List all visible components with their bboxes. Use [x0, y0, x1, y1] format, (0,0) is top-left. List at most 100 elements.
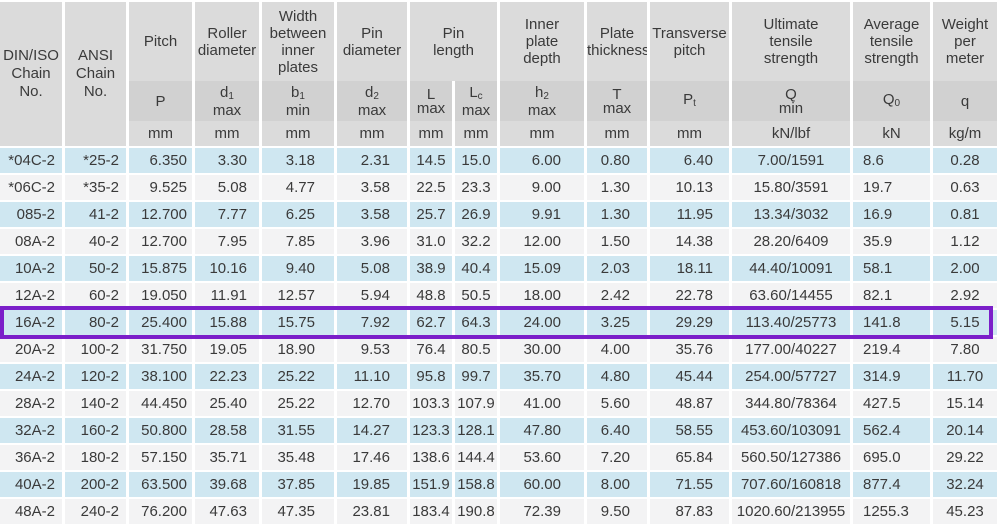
- cell-ultimate-tensile-strength: 7.00/1591: [732, 148, 853, 175]
- cell-transverse-pitch: 45.44: [650, 364, 732, 391]
- cell-average-tensile-strength: 314.9: [853, 364, 933, 391]
- cell-weight-per-meter: 0.28: [933, 148, 1000, 175]
- cell-plate-thickness: 8.00: [587, 472, 650, 499]
- cell-weight-per-meter: 2.92: [933, 283, 1000, 310]
- cell-weight-per-meter: 2.00: [933, 256, 1000, 283]
- symbol-qualifier: max: [410, 101, 452, 116]
- cell-ansi-chain-no: 180-2: [65, 445, 129, 472]
- chain-spec-page: DIN/ISO Chain No.ANSI Chain No.PitchRoll…: [0, 0, 1000, 526]
- cell-weight-per-meter: 5.15: [933, 310, 1000, 337]
- cell-roller-diameter: 11.91: [195, 283, 262, 310]
- cell-pitch: 19.050: [129, 283, 195, 310]
- cell-width-between-inner-plates: 3.18: [262, 148, 337, 175]
- cell-pin-diameter: 11.10: [337, 364, 410, 391]
- col-unit-transverse-pitch: mm: [650, 121, 732, 148]
- table-row: 12A-260-219.05011.9112.575.9448.850.518.…: [0, 283, 1000, 310]
- table-row: 08A-240-212.7007.957.853.9631.032.212.00…: [0, 229, 1000, 256]
- cell-din-iso-chain-no: 08A-2: [0, 229, 65, 256]
- symbol-qualifier: max: [195, 103, 259, 118]
- col-symbol-width-between-inner-plates: b1min: [262, 81, 337, 121]
- cell-inner-plate-depth: 53.60: [500, 445, 587, 472]
- col-group-ansi-chain-no: ANSI Chain No.: [65, 2, 129, 148]
- cell-ansi-chain-no: 41-2: [65, 202, 129, 229]
- cell-din-iso-chain-no: 28A-2: [0, 391, 65, 418]
- cell-weight-per-meter: 7.80: [933, 337, 1000, 364]
- cell-plate-thickness: 1.30: [587, 202, 650, 229]
- cell-inner-plate-depth: 15.09: [500, 256, 587, 283]
- cell-roller-diameter: 28.58: [195, 418, 262, 445]
- cell-pin-length-lc: 40.4: [455, 256, 500, 283]
- cell-ultimate-tensile-strength: 13.34/3032: [732, 202, 853, 229]
- cell-transverse-pitch: 10.13: [650, 175, 732, 202]
- col-symbol-pin-length-lc: Lcmax: [455, 81, 500, 121]
- cell-transverse-pitch: 71.55: [650, 472, 732, 499]
- cell-pin-length-l: 151.9: [410, 472, 455, 499]
- cell-width-between-inner-plates: 9.40: [262, 256, 337, 283]
- cell-pin-length-l: 22.5: [410, 175, 455, 202]
- cell-plate-thickness: 2.42: [587, 283, 650, 310]
- cell-ansi-chain-no: *35-2: [65, 175, 129, 202]
- cell-din-iso-chain-no: 10A-2: [0, 256, 65, 283]
- table-row: 28A-2140-244.45025.4025.2212.70103.3107.…: [0, 391, 1000, 418]
- cell-transverse-pitch: 14.38: [650, 229, 732, 256]
- col-group-width-between-inner-plates: Width between inner plates: [262, 2, 337, 81]
- symbol-main: P: [683, 91, 693, 108]
- table-row: 10A-250-215.87510.169.405.0838.940.415.0…: [0, 256, 1000, 283]
- cell-weight-per-meter: 29.22: [933, 445, 1000, 472]
- symbol-main: q: [961, 93, 969, 110]
- cell-pin-length-l: 38.9: [410, 256, 455, 283]
- cell-pin-diameter: 23.81: [337, 499, 410, 526]
- cell-plate-thickness: 9.50: [587, 499, 650, 526]
- cell-pin-length-l: 76.4: [410, 337, 455, 364]
- cell-plate-thickness: 1.30: [587, 175, 650, 202]
- cell-pitch: 12.700: [129, 229, 195, 256]
- cell-ultimate-tensile-strength: 15.80/3591: [732, 175, 853, 202]
- cell-roller-diameter: 3.30: [195, 148, 262, 175]
- cell-pin-diameter: 7.92: [337, 310, 410, 337]
- col-unit-inner-plate-depth: mm: [500, 121, 587, 148]
- symbol-qualifier: max: [587, 101, 647, 116]
- cell-ultimate-tensile-strength: 28.20/6409: [732, 229, 853, 256]
- col-unit-pin-diameter: mm: [337, 121, 410, 148]
- symbol-subscript: 0: [895, 98, 901, 109]
- cell-transverse-pitch: 11.95: [650, 202, 732, 229]
- cell-pin-diameter: 5.08: [337, 256, 410, 283]
- cell-average-tensile-strength: 35.9: [853, 229, 933, 256]
- cell-pitch: 63.500: [129, 472, 195, 499]
- cell-transverse-pitch: 35.76: [650, 337, 732, 364]
- cell-inner-plate-depth: 6.00: [500, 148, 587, 175]
- cell-din-iso-chain-no: 20A-2: [0, 337, 65, 364]
- cell-roller-diameter: 19.05: [195, 337, 262, 364]
- table-header: DIN/ISO Chain No.ANSI Chain No.PitchRoll…: [0, 2, 1000, 148]
- cell-din-iso-chain-no: 16A-2: [0, 310, 65, 337]
- cell-inner-plate-depth: 9.91: [500, 202, 587, 229]
- cell-width-between-inner-plates: 6.25: [262, 202, 337, 229]
- symbol-subscript: c: [478, 91, 483, 102]
- cell-average-tensile-strength: 877.4: [853, 472, 933, 499]
- col-symbol-weight-per-meter: q: [933, 81, 1000, 121]
- cell-pin-diameter: 3.58: [337, 175, 410, 202]
- cell-average-tensile-strength: 427.5: [853, 391, 933, 418]
- cell-width-between-inner-plates: 37.85: [262, 472, 337, 499]
- cell-average-tensile-strength: 19.7: [853, 175, 933, 202]
- cell-ultimate-tensile-strength: 453.60/103091: [732, 418, 853, 445]
- col-symbol-plate-thickness: Tmax: [587, 81, 650, 121]
- symbol-qualifier: max: [337, 103, 407, 118]
- cell-ansi-chain-no: 80-2: [65, 310, 129, 337]
- table-row: 48A-2240-276.20047.6347.3523.81183.4190.…: [0, 499, 1000, 526]
- cell-pin-length-l: 62.7: [410, 310, 455, 337]
- col-group-ultimate-tensile-strength: Ultimate tensile strength: [732, 2, 853, 81]
- cell-average-tensile-strength: 82.1: [853, 283, 933, 310]
- col-group-weight-per-meter: Weight per meter: [933, 2, 1000, 81]
- cell-pin-diameter: 2.31: [337, 148, 410, 175]
- table-row: *04C-2*25-26.3503.303.182.3114.515.06.00…: [0, 148, 1000, 175]
- cell-weight-per-meter: 11.70: [933, 364, 1000, 391]
- cell-pin-length-lc: 26.9: [455, 202, 500, 229]
- cell-pin-length-l: 48.8: [410, 283, 455, 310]
- table-row: 20A-2100-231.75019.0518.909.5376.480.530…: [0, 337, 1000, 364]
- cell-ultimate-tensile-strength: 344.80/78364: [732, 391, 853, 418]
- cell-ultimate-tensile-strength: 1020.60/213955: [732, 499, 853, 526]
- col-group-pin-length: Pin length: [410, 2, 500, 81]
- cell-average-tensile-strength: 8.6: [853, 148, 933, 175]
- cell-ansi-chain-no: 50-2: [65, 256, 129, 283]
